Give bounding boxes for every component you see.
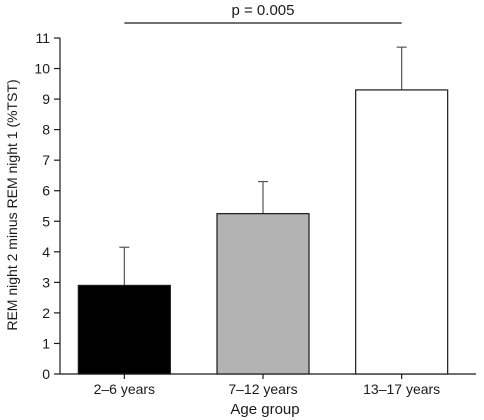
y-tick-label: 4 bbox=[42, 244, 50, 260]
y-tick-label: 1 bbox=[42, 335, 50, 351]
y-axis: 0 1 2 3 4 5 6 7 8 9 10 11 bbox=[34, 30, 61, 382]
y-tick-label: 11 bbox=[35, 30, 50, 46]
significance-label: p = 0.005 bbox=[232, 2, 295, 19]
x-tick-label: 2–6 years bbox=[94, 381, 155, 397]
bar bbox=[216, 213, 310, 375]
y-tick-label: 7 bbox=[42, 152, 50, 168]
y-tick-label: 9 bbox=[42, 91, 50, 107]
x-axis: 2–6 years 7–12 years 13–17 years bbox=[60, 373, 476, 397]
bar bbox=[355, 89, 449, 375]
y-tick-label: 10 bbox=[34, 61, 50, 77]
significance-annotation: p = 0.005 bbox=[124, 2, 402, 24]
y-tick-label: 3 bbox=[42, 274, 50, 290]
y-tick-label: 0 bbox=[42, 366, 50, 382]
y-tick-label: 8 bbox=[42, 122, 50, 138]
x-tick-label: 7–12 years bbox=[228, 381, 297, 397]
bar bbox=[77, 284, 171, 375]
error-bars bbox=[119, 46, 407, 286]
y-tick-label: 6 bbox=[42, 183, 50, 199]
y-tick-label: 5 bbox=[42, 213, 50, 229]
y-axis-title: REM night 2 minus REM night 1 (%TST) bbox=[4, 79, 20, 330]
x-axis-title: Age group bbox=[230, 401, 299, 418]
bars bbox=[77, 89, 449, 375]
x-tick-label: 13–17 years bbox=[363, 381, 440, 397]
y-tick-label: 2 bbox=[42, 305, 50, 321]
